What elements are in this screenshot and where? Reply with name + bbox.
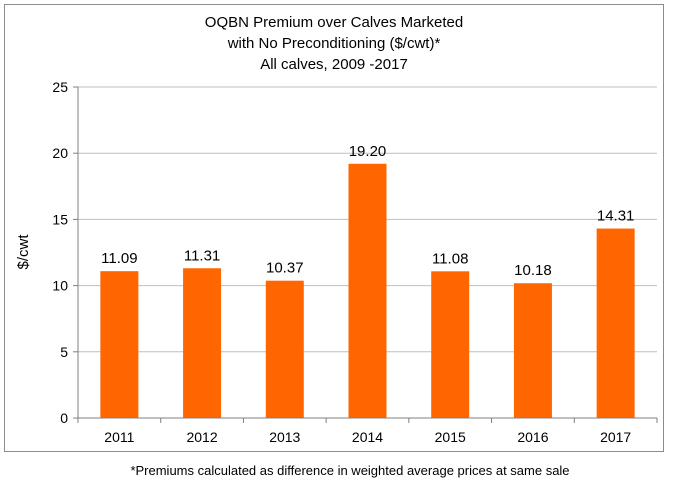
bar-2017 <box>596 228 635 418</box>
labels: 0 5 10 15 20 25 11.09 2011 11.31 2012 10.37 2013 19.… <box>52 79 634 445</box>
bar-2014 <box>348 163 387 418</box>
data-label-2012: 11.31 <box>184 247 220 264</box>
y-tick-label: 25 <box>52 79 68 95</box>
y-axis-title: $/cwt <box>15 234 32 270</box>
bar-2016 <box>513 283 552 418</box>
data-label-2017: 14.31 <box>597 208 635 225</box>
footnote: *Premiums calculated as difference in we… <box>130 463 570 478</box>
bars <box>100 163 635 418</box>
data-label-2013: 10.37 <box>266 260 304 277</box>
x-tick-label-2013: 2013 <box>269 429 300 445</box>
y-tick-label: 15 <box>52 211 68 227</box>
bar-2015 <box>431 271 470 418</box>
axes <box>73 86 658 423</box>
y-tick-label: 10 <box>52 278 68 294</box>
bar-2013 <box>265 280 304 418</box>
chart-title-line-3: All calves, 2009 -2017 <box>260 56 408 73</box>
bar-2011 <box>100 271 139 418</box>
x-tick-label-2014: 2014 <box>352 429 383 445</box>
chart-title-line-2: with No Preconditioning ($/cwt)* <box>227 35 441 52</box>
y-tick-label: 5 <box>60 344 68 360</box>
x-tick-label-2017: 2017 <box>600 429 631 445</box>
data-label-2015: 11.08 <box>432 250 468 267</box>
bar-2012 <box>183 268 222 418</box>
x-tick-label-2011: 2011 <box>104 429 134 445</box>
chart-title-line-1: OQBN Premium over Calves Marketed <box>205 14 463 31</box>
data-label-2014: 19.20 <box>349 143 387 160</box>
x-tick-label-2012: 2012 <box>186 429 217 445</box>
y-tick-label: 0 <box>60 410 68 426</box>
x-tick-label-2015: 2015 <box>435 429 466 445</box>
data-label-2016: 10.18 <box>514 262 552 279</box>
data-label-2011: 11.09 <box>101 250 137 267</box>
y-tick-label: 20 <box>52 145 68 161</box>
x-tick-label-2016: 2016 <box>517 429 548 445</box>
